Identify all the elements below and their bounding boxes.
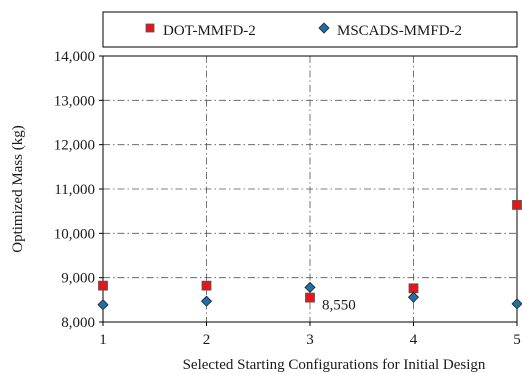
axis-ticks: 8,000 9,000 10,000 11,000 12,000 13,000 14,000… [54, 49, 521, 348]
x-tick-label: 2 [203, 332, 211, 348]
mscads-mmfd-2-point [200, 295, 213, 307]
y-tick-label: 14,000 [54, 49, 95, 65]
dot-mmfd-2-point [305, 292, 315, 303]
mscads-mmfd-2-point [511, 298, 522, 310]
legend: DOT-MMFD-2 MSCADS-MMFD-2 [102, 11, 518, 48]
y-axis-label: Optimized Mass (kg) [10, 125, 26, 252]
y-tick-label: 10,000 [54, 226, 95, 242]
x-tick-label: 4 [410, 332, 418, 348]
x-tick-label: 3 [306, 332, 314, 348]
mscads-mmfd-2-point [304, 281, 316, 293]
annotation-label: 8,550 [322, 298, 356, 314]
grid-lines [103, 56, 517, 322]
legend-label-mscads-mmfd-2: MSCADS-MMFD-2 [337, 23, 462, 39]
mscads-mmfd-2-point [407, 291, 420, 303]
dot-mmfd-2-point [98, 280, 108, 291]
y-tick-label: 11,000 [54, 182, 95, 198]
y-tick-label: 12,000 [54, 138, 95, 154]
x-tick-label: 1 [99, 332, 107, 348]
legend-label-dot-mmfd-2: DOT-MMFD-2 [163, 23, 256, 39]
mscads-mmfd-2-point [97, 299, 109, 311]
y-tick-label: 13,000 [54, 93, 95, 109]
dot-mmfd-2-point [201, 280, 212, 291]
y-tick-label: 8,000 [61, 315, 95, 331]
x-tick-label: 5 [513, 332, 521, 348]
legend-box [102, 11, 518, 48]
dot-mmfd-2-point [408, 283, 419, 294]
dot-mmfd-2-point [512, 200, 522, 210]
legend-diamond-marker [318, 22, 330, 34]
legend-square-marker [145, 23, 155, 33]
annotations: 8,550 [322, 298, 356, 314]
data-markers [97, 200, 522, 311]
x-axis-label: Selected Starting Configurations for Ini… [183, 357, 486, 373]
y-tick-label: 9,000 [61, 271, 95, 287]
